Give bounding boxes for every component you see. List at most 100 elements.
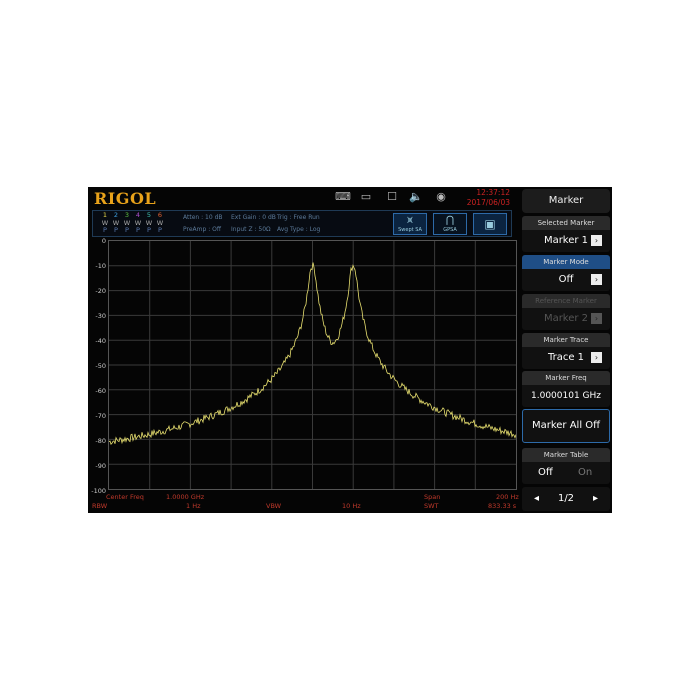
swt-value[interactable]: 833.33 s	[488, 502, 517, 510]
marker-table-label: Marker Table	[522, 448, 610, 462]
message-icon[interactable]: ◉	[436, 190, 446, 203]
selected-marker-value: Marker 1	[543, 235, 589, 246]
y-tick-label: 0	[101, 237, 106, 245]
y-tick-label: -80	[95, 437, 106, 445]
trig: Trig : Free Run	[277, 214, 320, 221]
rbw-label: RBW	[92, 502, 108, 510]
y-tick-label: -60	[95, 387, 106, 395]
marker-freq-label: Marker Freq	[522, 371, 610, 385]
reference-marker-value: Marker 2	[543, 313, 589, 324]
rigol-logo: RIGOL	[94, 189, 157, 208]
marker-trace-label: Marker Trace	[522, 333, 610, 347]
vbw-label: VBW	[266, 502, 282, 510]
y-tick-label: -10	[95, 262, 106, 270]
trace-detector: P	[114, 226, 118, 234]
y-tick-label: -40	[95, 337, 106, 345]
marker-table-off[interactable]: Off	[538, 467, 553, 478]
trace-number: 3	[124, 211, 130, 219]
spectrum-svg	[108, 241, 517, 489]
y-tick-label: -30	[95, 312, 106, 320]
preamp: PreAmp : Off	[183, 226, 221, 233]
swept-label: Swept SA	[398, 227, 422, 233]
trace-1-line	[108, 262, 517, 445]
vbw-value[interactable]: 10 Hz	[342, 502, 361, 510]
center-freq-value[interactable]: 1.0000 GHz	[166, 493, 205, 501]
y-tick-label: -50	[95, 362, 106, 370]
trace-number: 2	[113, 211, 119, 219]
menu-title: Marker	[522, 189, 610, 213]
selected-marker-button[interactable]: Selected Marker Marker 1 ›	[522, 216, 610, 252]
span-label: Span	[424, 493, 441, 501]
spectrum-plot	[108, 240, 517, 490]
trace-detector: P	[147, 226, 151, 234]
span-value[interactable]: 200 Hz	[496, 493, 519, 501]
chevron-right-icon: ›	[591, 235, 602, 246]
window-icon[interactable]: ☐	[387, 190, 397, 203]
marker-trace-value: Trace 1	[547, 352, 585, 363]
avg-type: Avg Type : Log	[277, 226, 321, 233]
marker-freq-button[interactable]: Marker Freq 1.0000101 GHz	[522, 371, 610, 407]
marker-mode-value: Off	[558, 274, 574, 285]
clock: 12:37:12 2017/06/03	[467, 188, 510, 208]
trace-detector: P	[103, 226, 107, 234]
reference-marker-label: Reference Marker	[522, 294, 610, 308]
trace-mode: W	[101, 218, 109, 227]
keyboard-icon[interactable]: ⌨	[335, 190, 351, 203]
network-icon[interactable]: ▭	[360, 190, 372, 203]
date: 2017/06/03	[466, 198, 510, 207]
chevron-right-icon: ›	[591, 352, 602, 363]
trace-number: 4	[135, 211, 141, 219]
y-tick-label: -100	[91, 487, 106, 495]
y-tick-label: -70	[95, 412, 106, 420]
gpsa-button[interactable]: ⋂ GPSA	[433, 213, 467, 235]
swt-label: SWT	[424, 502, 439, 510]
marker-mode-label: Marker Mode	[522, 255, 610, 269]
y-tick-label: -90	[95, 462, 106, 470]
marker-table-on[interactable]: On	[578, 467, 593, 478]
atten: Atten : 10 dB	[183, 214, 223, 221]
page-nav: ◂ 1/2 ▸	[522, 487, 610, 511]
trace-mode: W	[156, 218, 164, 227]
trace-mode: W	[123, 218, 131, 227]
next-page-icon[interactable]: ▸	[592, 493, 598, 504]
chevron-right-icon: ›	[591, 274, 602, 285]
layout-button[interactable]: ▣	[473, 213, 507, 235]
marker-all-off-button[interactable]: Marker All Off	[522, 409, 610, 443]
trace-mode: W	[134, 218, 142, 227]
trace-detector: P	[125, 226, 129, 234]
trace-detector: P	[158, 226, 162, 234]
trace-number: 6	[157, 211, 163, 219]
trace-number: 1	[102, 211, 108, 219]
speaker-icon[interactable]: 🔈	[409, 190, 423, 203]
marker-table-toggle[interactable]: Marker Table Off On	[522, 448, 610, 484]
selected-marker-label: Selected Marker	[522, 216, 610, 230]
marker-freq-value: 1.0000101 GHz	[531, 391, 601, 401]
swept-sa-button[interactable]: ⩙ Swept SA	[393, 213, 427, 235]
trace-mode: W	[145, 218, 153, 227]
trace-detector: P	[136, 226, 140, 234]
time: 12:37:12	[476, 188, 510, 197]
center-freq-label: Center Freq	[106, 493, 144, 501]
prev-page-icon[interactable]: ◂	[534, 493, 540, 504]
marker-mode-button[interactable]: Marker Mode Off ›	[522, 255, 610, 291]
chevron-right-icon: ›	[591, 313, 602, 324]
rbw-value[interactable]: 1 Hz	[186, 502, 201, 510]
gpsa-label: GPSA	[443, 227, 457, 233]
trace-number: 5	[146, 211, 152, 219]
input-z: Input Z : 50Ω	[231, 226, 271, 233]
page-indicator: 1/2	[557, 493, 575, 504]
trace-mode: W	[112, 218, 120, 227]
marker-menu: Marker Selected Marker Marker 1 › Marker M…	[520, 187, 612, 513]
marker-trace-button[interactable]: Marker Trace Trace 1 ›	[522, 333, 610, 369]
y-tick-label: -20	[95, 287, 106, 295]
reference-marker-button[interactable]: Reference Marker Marker 2 ›	[522, 294, 610, 330]
ext-gain: Ext Gain : 0 dB	[231, 214, 276, 221]
